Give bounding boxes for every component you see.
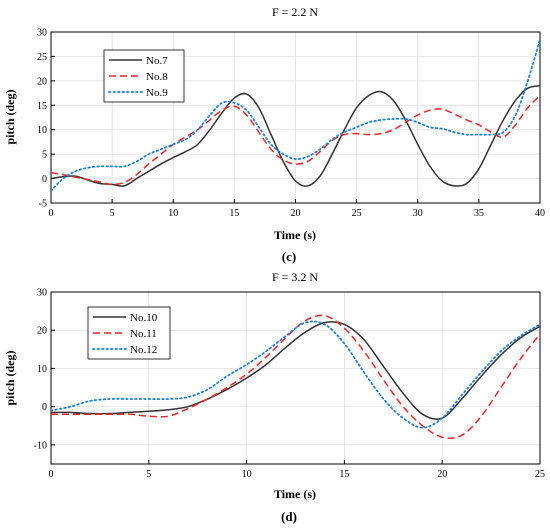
x-tick-label: 0 [49,208,54,219]
y-tick-label: 15 [37,101,47,112]
legend-box [87,306,171,360]
x-axis-title: Time (s) [274,487,316,501]
y-tick-label: 25 [37,52,47,63]
x-tick-label: 20 [437,469,447,480]
series-line-no7 [51,84,540,187]
x-tick-label: 15 [229,208,239,219]
x-tick-label: 5 [146,469,151,480]
panel-label: (c) [282,249,296,264]
x-tick-label: 25 [535,469,545,480]
plot-frame [50,291,541,465]
legend-label: No.11 [130,328,157,340]
y-tick-label: 10 [37,364,47,375]
y-tick-label: 20 [37,76,47,87]
legend-label: No.7 [146,55,168,67]
y-tick-label: 30 [37,288,47,299]
y-tick-label: 5 [42,150,47,161]
x-tick-label: 10 [168,208,178,219]
legend-label: No.10 [130,312,158,324]
x-tick-label: 15 [339,469,349,480]
chart-panel-c: F = 2.2 N 0 5 10 15 20 25 30 35 40-5051015202530… [3,5,545,264]
plot-area: 0 5 10 15 20 25 -10 0 10 20 30 No.10 No.11 No.12 [34,288,545,481]
x-tick-label: 10 [242,469,252,480]
x-tick-label: 20 [291,208,301,219]
plot-area: 0 5 10 15 20 25 30 35 40-5051015202530No.7No.8No… [37,28,545,220]
y-tick-label: 0 [42,402,47,413]
series-line-no10 [51,321,540,420]
y-axis-title: pitch (deg) [3,351,17,406]
legend-label: No.8 [146,71,168,83]
legend-label: No.9 [146,87,168,99]
y-tick-label: -5 [39,199,47,210]
chart-title: F = 3.2 N [272,270,318,284]
series-line-no8 [51,94,540,186]
series-line-no12 [51,320,540,429]
x-tick-label: 25 [352,208,362,219]
y-tick-label: 30 [37,28,47,39]
x-tick-label: 0 [49,469,54,480]
y-tick-label: 0 [42,174,47,185]
x-tick-label: 40 [535,208,545,219]
x-tick-label: 5 [110,208,115,219]
chart-title: F = 2.2 N [272,5,318,19]
y-tick-label: 10 [37,125,47,136]
legend-label: No.12 [130,344,157,356]
y-axis-title: pitch (deg) [3,90,17,145]
panel-label: (d) [281,509,297,524]
series-line-no9 [51,38,540,192]
chart-panel-d: F = 3.2 N 0 5 10 15 20 25 -10 0 10 20 30 No.10 No.11… [3,270,545,524]
x-tick-label: 35 [474,208,484,219]
x-axis-title: Time (s) [274,228,316,242]
legend-box [103,49,185,103]
series-line-no11 [51,314,540,440]
y-tick-label: -10 [34,440,47,451]
x-tick-label: 30 [413,208,423,219]
y-tick-label: 20 [37,326,47,337]
